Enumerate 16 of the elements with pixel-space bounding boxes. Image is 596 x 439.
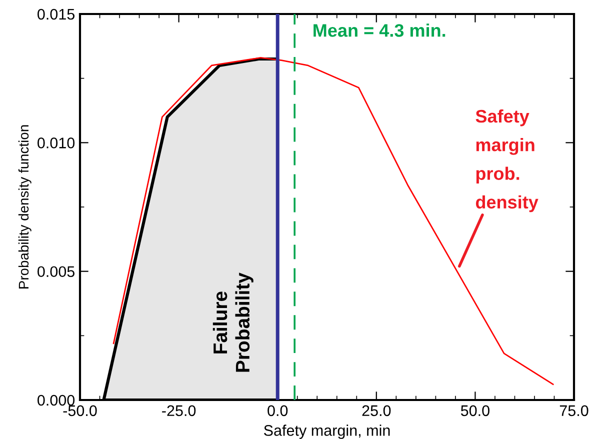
annotation: Failure Probability [212,272,254,372]
x-tick-label: 0.0 [268,405,288,416]
y-tick-label: 0.000 [38,394,75,406]
x-axis-title: Safety margin, min [264,424,390,439]
x-tick-label: -25.0 [162,405,196,416]
ref-line-label: Mean = 4.3 min. [314,24,446,37]
line-series [112,57,554,385]
annotation: Safety margin prob. density [476,109,538,212]
x-tick-label: 25.0 [362,405,391,416]
x-tick-label: 75.0 [560,405,588,416]
x-tick-label: -50.0 [63,405,97,416]
y-axis-title: Probability density function [18,125,32,288]
y-tick-label: 0.005 [38,266,74,278]
y-tick-label: 0.015 [38,8,74,20]
y-tick-label: 0.010 [38,138,75,148]
x-tick-label: 50.0 [460,405,490,416]
